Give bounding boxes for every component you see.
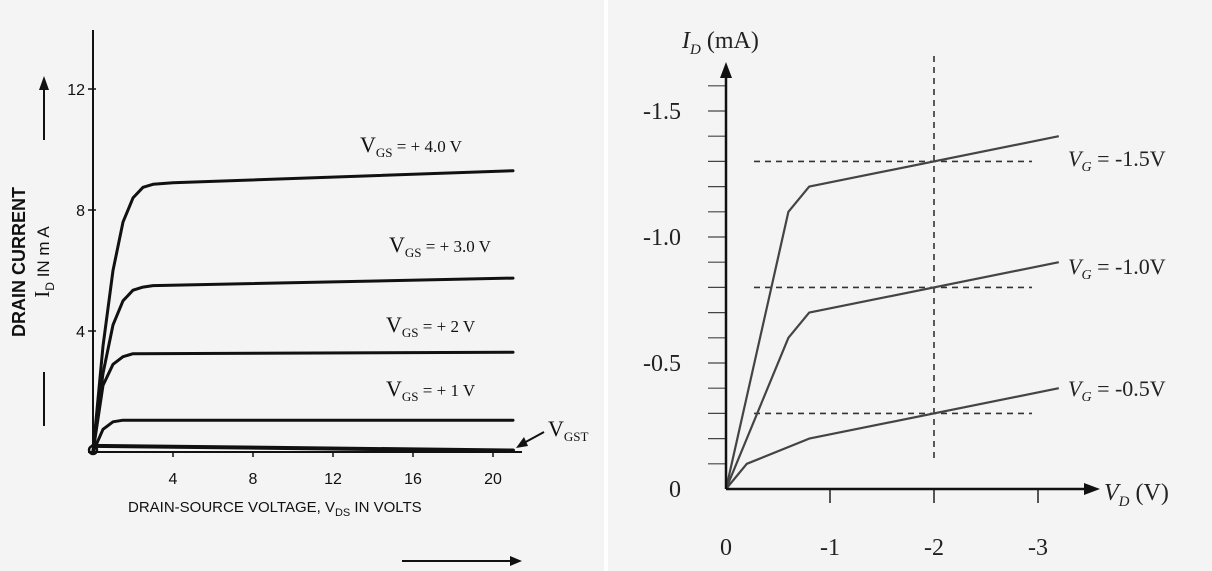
x-tick-label-2: 12 [324, 471, 342, 488]
series-label-vgs-4: VGS = + 4.0 V [360, 132, 463, 160]
x-tick-label-0: 0 [720, 535, 732, 561]
y-tick-label-1: -0.5 [643, 351, 681, 377]
y-tick-label-2: 12 [67, 82, 85, 99]
series-label-vgs-3: VGS = + 3.0 V [389, 232, 492, 260]
series-label-vg-0-5: VG = -0.5V [1068, 376, 1166, 405]
y-tick-label-1: 8 [76, 203, 85, 220]
series-line-2 [91, 350, 515, 454]
x-axis-arrow-head [1084, 483, 1100, 495]
y-tick-label-2: -1.0 [643, 225, 681, 251]
y-axis-label-line2: ID IN m A [30, 226, 57, 298]
y-tick-label-0: 0 [669, 477, 681, 503]
x-axis-label: VD (V) [1104, 480, 1169, 510]
x-axis-label: DRAIN-SOURCE VOLTAGE, VDS IN VOLTS [128, 499, 422, 519]
mosfet-id-vd-chart: 0 -0.5 -1.0 -1.5 0 -1 -2 -3 ID (mA) VD (V) VG … [643, 28, 1169, 561]
y-tick-label-3: -1.5 [643, 99, 681, 125]
panel-divider [604, 0, 608, 571]
right-chart-panel: 0 -0.5 -1.0 -1.5 0 -1 -2 -3 ID (mA) VD (V) VG … [608, 0, 1212, 571]
x-tick-group: 0 -1 -2 -3 [720, 489, 1048, 561]
series-label-vgs-2: VGS = + 2 V [386, 312, 476, 340]
series-line-1 [91, 276, 515, 454]
y-axis-label: ID (mA) [681, 28, 759, 58]
reference-line-group [754, 56, 1032, 462]
y-tick-group: 0 -0.5 -1.0 -1.5 [643, 99, 681, 503]
minor-tick-group [708, 85, 726, 465]
y-axis-label-line1: DRAIN CURRENT [9, 187, 29, 337]
vgst-pointer-head [516, 437, 528, 448]
y-tick-group: 4 8 12 [67, 82, 96, 341]
x-tick-label-3: 16 [404, 471, 422, 488]
y-tick-label-0: 4 [76, 324, 85, 341]
series-label-vg-1-0: VG = -1.0V [1068, 254, 1166, 283]
x-arrow-head [510, 556, 522, 566]
curve-group [724, 135, 1060, 490]
x-tick-label-1: 8 [249, 471, 258, 488]
series-label-vg-1-5: VG = -1.5V [1068, 146, 1166, 175]
series-label-vgs-1: VGS = + 1 V [386, 376, 476, 404]
x-tick-label-0: 4 [169, 471, 178, 488]
jfet-drain-characteristics-chart: 4 8 12 4 8 12 16 20 DRAIN CURRENT ID IN m A DR… [9, 30, 589, 566]
y-axis-arrow-head [720, 62, 732, 78]
curve-group [91, 169, 515, 454]
x-tick-label-2: -2 [924, 535, 944, 561]
x-tick-group: 4 8 12 16 20 [169, 452, 502, 488]
x-tick-label-4: 20 [484, 471, 502, 488]
y-axis-label: DRAIN CURRENT ID IN m A [9, 187, 57, 337]
series-line-1 [724, 261, 1060, 490]
x-tick-label-3: -3 [1028, 535, 1048, 561]
y-arrow-head [39, 76, 49, 90]
series-line-3 [91, 418, 515, 454]
x-tick-label-1: -1 [820, 535, 840, 561]
series-label-vgst: VGST [548, 416, 589, 444]
series-line-0 [724, 135, 1060, 490]
series-line-0 [91, 169, 515, 454]
left-chart-panel: 4 8 12 4 8 12 16 20 DRAIN CURRENT ID IN m A DR… [0, 0, 604, 571]
series-line-4 [91, 443, 515, 453]
series-line-2 [725, 387, 1060, 490]
